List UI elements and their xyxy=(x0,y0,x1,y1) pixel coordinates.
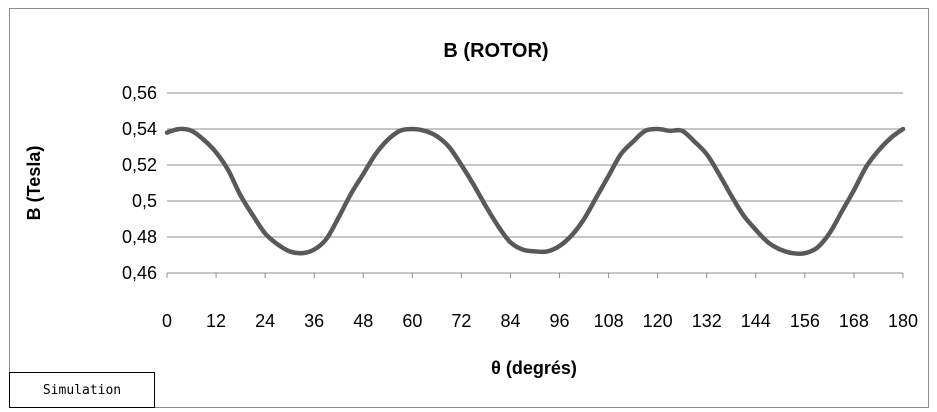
x-tick-label: 12 xyxy=(206,311,226,331)
x-tick-label: 144 xyxy=(741,311,771,331)
x-tick-label: 156 xyxy=(790,311,820,331)
chart-frame: 0,46 0,48 0,5 0,52 0,54 0,56 0 12 24 36 48 60 72 84 9… xyxy=(9,8,929,408)
y-axis-title: B (Tesla) xyxy=(24,146,44,221)
x-tick-label: 132 xyxy=(692,311,722,331)
y-tick-label: 0,48 xyxy=(122,227,157,247)
x-tick-label: 84 xyxy=(500,311,520,331)
legend-entry-simulation: Simulation xyxy=(42,382,122,398)
x-tick-label: 168 xyxy=(839,311,869,331)
x-tick-label: 72 xyxy=(451,311,471,331)
y-tick-label: 0,46 xyxy=(122,263,157,283)
x-tick-label: 0 xyxy=(162,311,172,331)
x-axis-title: θ (degrés) xyxy=(491,358,577,378)
x-tick-label: 96 xyxy=(550,311,570,331)
x-tick-label: 60 xyxy=(402,311,422,331)
series-line-simulation xyxy=(164,126,906,257)
y-tick-labels: 0,46 0,48 0,5 0,52 0,54 0,56 xyxy=(122,83,157,283)
chart-title: B (ROTOR) xyxy=(443,40,548,62)
x-tick-label: 24 xyxy=(255,311,275,331)
series-layer xyxy=(164,126,906,257)
x-tick-label: 48 xyxy=(353,311,373,331)
y-tick-label: 0,52 xyxy=(122,155,157,175)
grid-layer xyxy=(166,92,904,278)
x-tick-label: 108 xyxy=(594,311,624,331)
x-tick-label: 120 xyxy=(643,311,673,331)
legend: Simulation xyxy=(9,372,155,408)
x-tick-label: 36 xyxy=(304,311,324,331)
y-tick-label: 0,56 xyxy=(122,83,157,103)
y-tick-label: 0,5 xyxy=(132,191,157,211)
y-tick-label: 0,54 xyxy=(122,119,157,139)
x-tick-label: 180 xyxy=(888,311,918,331)
x-tick-labels: 0 12 24 36 48 60 72 84 96 108 120 132 144 156 168 180 xyxy=(162,311,918,331)
chart-svg: 0,46 0,48 0,5 0,52 0,54 0,56 0 12 24 36 48 60 72 84 9… xyxy=(24,40,918,378)
